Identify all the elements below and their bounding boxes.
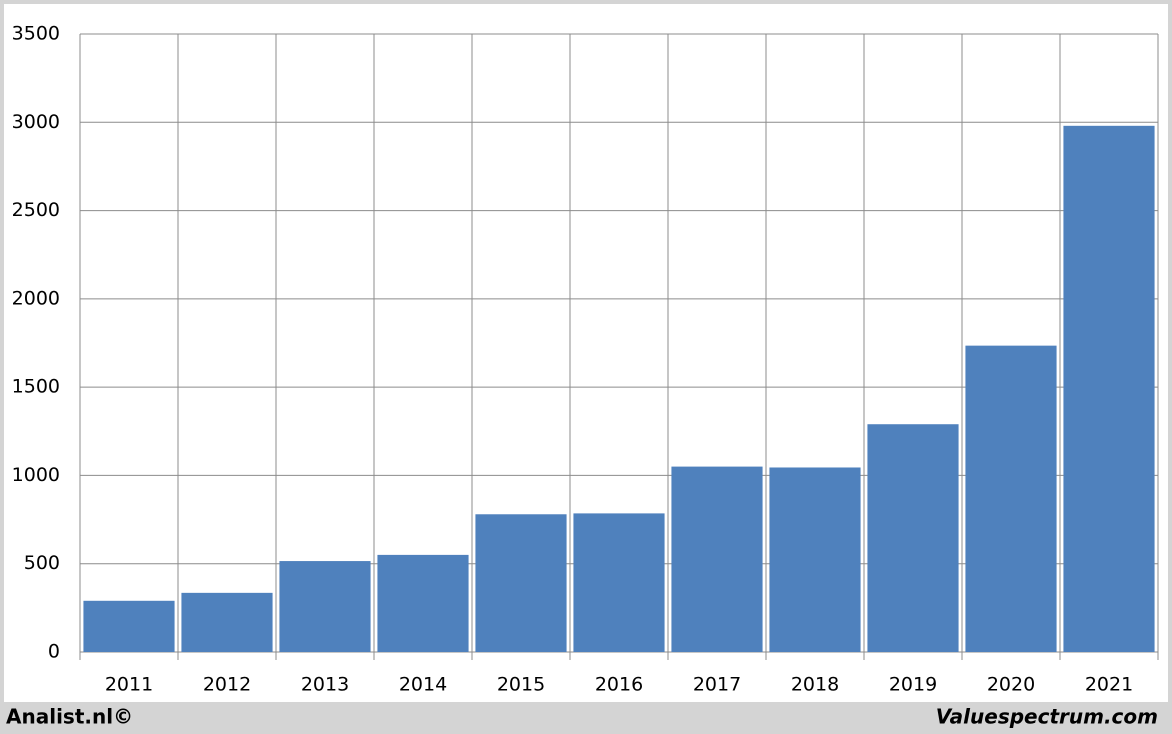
- x-tick-label: 2012: [203, 674, 251, 696]
- source-left: Analist.nl©: [6, 705, 133, 729]
- y-tick-label: 2500: [12, 199, 60, 221]
- bar: [573, 513, 665, 652]
- x-tick-label: 2019: [889, 674, 937, 696]
- bar: [769, 467, 861, 652]
- bar: [671, 466, 763, 652]
- bar: [475, 514, 567, 652]
- y-tick-label: 500: [24, 552, 60, 574]
- bar: [83, 600, 175, 652]
- y-tick-label: 3500: [12, 23, 60, 45]
- x-tick-label: 2018: [791, 674, 839, 696]
- y-tick-label: 1000: [12, 464, 60, 486]
- bar: [867, 424, 959, 652]
- x-tick-label: 2014: [399, 674, 447, 696]
- y-tick-label: 1500: [12, 376, 60, 398]
- x-tick-label: 2016: [595, 674, 643, 696]
- bar: [377, 554, 469, 652]
- bar: [965, 345, 1057, 652]
- x-tick-label: 2011: [105, 674, 153, 696]
- x-tick-label: 2021: [1085, 674, 1133, 696]
- x-tick-label: 2015: [497, 674, 545, 696]
- y-tick-label: 0: [48, 641, 60, 663]
- bar: [181, 592, 273, 652]
- y-tick-label: 2000: [12, 287, 60, 309]
- x-tick-label: 2020: [987, 674, 1035, 696]
- bar: [279, 561, 371, 652]
- y-tick-label: 3000: [12, 111, 60, 133]
- bar: [1063, 125, 1155, 653]
- x-tick-label: 2017: [693, 674, 741, 696]
- source-right: Valuespectrum.com: [936, 705, 1158, 729]
- x-tick-label: 2013: [301, 674, 349, 696]
